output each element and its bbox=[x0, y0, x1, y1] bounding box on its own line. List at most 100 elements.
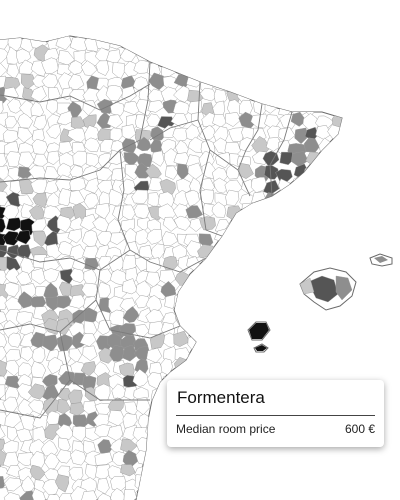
municipality[interactable] bbox=[45, 99, 61, 115]
municipality[interactable] bbox=[84, 257, 100, 271]
municipality[interactable] bbox=[79, 213, 99, 231]
municipality[interactable] bbox=[44, 423, 60, 441]
municipality[interactable] bbox=[57, 50, 76, 66]
municipality[interactable] bbox=[32, 192, 48, 209]
municipality[interactable] bbox=[30, 360, 47, 379]
municipality[interactable] bbox=[7, 332, 22, 348]
municipality[interactable] bbox=[28, 399, 45, 415]
municipality[interactable] bbox=[112, 62, 126, 80]
municipality[interactable] bbox=[149, 334, 165, 349]
municipality[interactable] bbox=[94, 424, 112, 438]
municipality[interactable] bbox=[151, 150, 165, 167]
municipality[interactable] bbox=[69, 89, 86, 103]
municipality[interactable] bbox=[19, 177, 35, 195]
municipality[interactable] bbox=[164, 165, 179, 180]
municipality[interactable] bbox=[96, 98, 115, 114]
municipality[interactable] bbox=[41, 57, 59, 75]
municipality[interactable] bbox=[105, 85, 124, 102]
municipality[interactable] bbox=[238, 162, 254, 179]
municipality[interactable] bbox=[134, 228, 152, 245]
municipality[interactable] bbox=[136, 136, 152, 152]
municipality[interactable] bbox=[0, 47, 10, 64]
municipality[interactable] bbox=[185, 205, 204, 219]
municipality[interactable] bbox=[185, 240, 203, 259]
municipality[interactable] bbox=[43, 452, 60, 471]
municipality[interactable] bbox=[0, 99, 4, 117]
municipality[interactable] bbox=[290, 111, 307, 127]
municipality[interactable] bbox=[82, 100, 97, 116]
municipality[interactable] bbox=[0, 426, 6, 441]
municipality[interactable] bbox=[22, 87, 37, 103]
municipality[interactable] bbox=[72, 150, 90, 167]
municipality[interactable] bbox=[17, 113, 34, 129]
municipality[interactable] bbox=[265, 137, 282, 152]
municipality[interactable] bbox=[58, 370, 75, 386]
municipality[interactable] bbox=[7, 98, 23, 114]
municipality[interactable] bbox=[4, 477, 22, 492]
municipality[interactable] bbox=[56, 449, 72, 464]
municipality[interactable] bbox=[162, 231, 179, 247]
municipality[interactable] bbox=[47, 356, 64, 375]
municipality[interactable] bbox=[5, 359, 22, 377]
municipality[interactable] bbox=[136, 397, 151, 416]
municipality[interactable] bbox=[184, 189, 200, 207]
municipality[interactable] bbox=[162, 255, 178, 271]
municipality[interactable] bbox=[134, 114, 151, 130]
municipality[interactable] bbox=[97, 153, 113, 169]
municipality[interactable] bbox=[110, 476, 127, 491]
municipality[interactable] bbox=[135, 99, 153, 117]
municipality[interactable] bbox=[31, 268, 47, 285]
municipality[interactable] bbox=[31, 488, 46, 500]
municipality[interactable] bbox=[7, 426, 20, 442]
municipality[interactable] bbox=[0, 217, 6, 233]
municipality[interactable] bbox=[109, 232, 126, 245]
municipality[interactable] bbox=[70, 449, 87, 466]
municipality[interactable] bbox=[252, 150, 268, 165]
municipality[interactable] bbox=[173, 215, 192, 231]
municipality[interactable] bbox=[212, 113, 227, 128]
municipality[interactable] bbox=[20, 346, 35, 362]
municipality[interactable] bbox=[294, 127, 308, 145]
municipality[interactable] bbox=[147, 100, 165, 113]
municipality[interactable] bbox=[85, 152, 101, 168]
municipality[interactable] bbox=[211, 201, 227, 218]
municipality[interactable] bbox=[27, 383, 46, 400]
municipality[interactable] bbox=[31, 346, 46, 364]
municipality[interactable] bbox=[134, 162, 152, 179]
municipality[interactable] bbox=[120, 464, 136, 477]
municipality[interactable] bbox=[80, 60, 98, 76]
municipality[interactable] bbox=[95, 60, 110, 76]
municipality[interactable] bbox=[56, 295, 74, 309]
municipality[interactable] bbox=[124, 164, 141, 181]
municipality[interactable] bbox=[122, 306, 140, 323]
municipality[interactable] bbox=[4, 115, 18, 129]
municipality[interactable] bbox=[18, 151, 35, 169]
municipality[interactable] bbox=[0, 384, 6, 399]
municipality[interactable] bbox=[45, 494, 62, 500]
municipality[interactable] bbox=[122, 344, 139, 362]
municipality[interactable] bbox=[0, 345, 8, 361]
municipality[interactable] bbox=[94, 202, 110, 220]
municipality[interactable] bbox=[68, 294, 87, 309]
municipality[interactable] bbox=[145, 295, 163, 313]
municipality[interactable] bbox=[56, 398, 71, 415]
municipality[interactable] bbox=[146, 228, 163, 245]
municipality[interactable] bbox=[0, 449, 9, 466]
municipality[interactable] bbox=[32, 230, 48, 247]
municipality[interactable] bbox=[18, 59, 35, 75]
municipality[interactable] bbox=[58, 188, 73, 207]
municipality[interactable] bbox=[96, 477, 110, 495]
municipality[interactable] bbox=[30, 85, 47, 103]
municipality[interactable] bbox=[42, 268, 60, 284]
municipality[interactable] bbox=[80, 490, 98, 500]
municipality[interactable] bbox=[67, 60, 84, 75]
municipality[interactable] bbox=[123, 489, 137, 500]
municipality[interactable] bbox=[55, 474, 70, 493]
municipality[interactable] bbox=[97, 319, 112, 336]
municipality[interactable] bbox=[56, 110, 74, 126]
municipality[interactable] bbox=[122, 278, 138, 295]
municipality[interactable] bbox=[225, 112, 242, 127]
municipality[interactable] bbox=[163, 346, 179, 364]
municipality[interactable] bbox=[46, 123, 62, 139]
